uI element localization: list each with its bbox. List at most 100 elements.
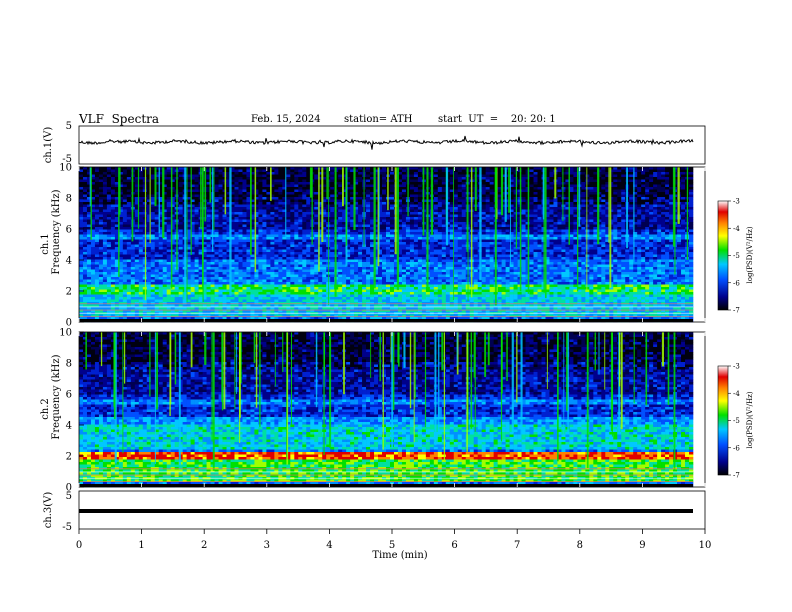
- spectrogram-cell: [489, 204, 494, 208]
- spectrogram-cell: [457, 172, 463, 175]
- spectrogram-cell: [441, 174, 447, 178]
- spectrogram-cell: [290, 192, 295, 195]
- spectrogram-cell: [386, 212, 391, 215]
- spectrogram-cell: [669, 177, 674, 180]
- spectrogram-cell: [677, 244, 682, 248]
- spectrogram-cell: [485, 194, 490, 198]
- spectrogram-cell: [489, 169, 494, 173]
- spectrogram-cell: [489, 214, 494, 218]
- spectrogram-cell: [645, 192, 650, 195]
- spectrogram-cell: [386, 244, 391, 248]
- spectrogram-cell: [306, 237, 311, 240]
- spectrogram-cell: [302, 224, 307, 228]
- spectrogram-cell: [318, 244, 323, 248]
- spectrogram-cell: [114, 217, 120, 220]
- spectrogram-cell: [186, 222, 191, 225]
- spectrogram-cell: [186, 167, 191, 170]
- spectrogram-cell: [633, 197, 638, 200]
- spectrogram-cell: [397, 232, 403, 235]
- spectrogram-cell: [457, 239, 463, 243]
- spectrogram-cell: [378, 167, 383, 170]
- spectrogram-cell: [437, 239, 443, 243]
- spectrogram-cell: [230, 189, 235, 193]
- spectrogram-cell: [262, 209, 267, 213]
- spectrogram-cell: [633, 174, 638, 178]
- spectrogram-cell: [94, 244, 100, 248]
- spectrogram-cell: [350, 232, 355, 235]
- spectrogram-cell: [489, 199, 494, 203]
- spectrogram-cell: [553, 204, 558, 208]
- spectrogram-cell: [350, 187, 355, 190]
- spectrogram-cell: [629, 224, 634, 228]
- spectrogram-cell: [294, 204, 299, 208]
- spectrogram-cell: [98, 232, 104, 235]
- spectrogram-cell: [154, 182, 160, 185]
- spectrogram-cell: [653, 219, 658, 223]
- spectrogram-cell: [94, 217, 100, 220]
- spectrogram-cell: [274, 242, 279, 245]
- spectrogram-cell: [437, 214, 443, 218]
- spectrogram-cell: [302, 232, 307, 235]
- spectrogram-cell: [657, 187, 662, 190]
- spectrogram-cell: [461, 177, 467, 180]
- spectrogram-cell: [481, 234, 486, 238]
- spectrogram-cell: [350, 189, 355, 193]
- spectrogram-cell: [389, 174, 395, 178]
- spectrogram-cell: [126, 212, 132, 215]
- spectrogram-cell: [457, 234, 463, 238]
- spectrogram-cell: [417, 244, 423, 248]
- spectrogram-cell: [409, 237, 415, 240]
- spectrogram-cell: [505, 209, 510, 213]
- spectrogram-cell: [190, 222, 195, 225]
- spectrogram-cell: [509, 229, 514, 233]
- spectrogram-cell: [114, 212, 120, 215]
- spectrogram-cell: [230, 237, 235, 240]
- spectrogram-cell: [413, 172, 419, 175]
- spectrogram-cell: [82, 237, 88, 240]
- spectrogram-cell: [461, 209, 467, 213]
- spectrogram-cell: [409, 204, 415, 208]
- spectrogram-cell: [246, 189, 251, 193]
- spectrogram-cell: [597, 219, 602, 223]
- spectrogram-cell: [370, 239, 375, 243]
- spectrogram-cell: [386, 217, 391, 220]
- spectrogram-cell: [282, 229, 287, 233]
- spectrogram-cell: [158, 209, 164, 213]
- spectrogram-cell: [601, 197, 606, 200]
- spectrogram-cell: [397, 189, 403, 193]
- spectrogram-cell: [282, 174, 287, 178]
- spectrogram-cell: [505, 204, 510, 208]
- spectrogram-cell: [106, 219, 112, 223]
- spectrogram-cell: [258, 172, 263, 175]
- spectrogram-cell: [262, 207, 267, 210]
- spectrogram-cell: [110, 177, 116, 180]
- spectrogram-cell: [79, 222, 84, 225]
- spectrogram-cell: [82, 217, 88, 220]
- spectrogram-cell: [186, 217, 191, 220]
- spectrogram-cell: [689, 237, 694, 240]
- spectrogram-cell: [529, 217, 534, 220]
- spectrogram-cell: [118, 242, 124, 245]
- spectrogram-cell: [150, 177, 156, 180]
- spectrogram-cell: [86, 184, 92, 188]
- spectrogram-cell: [641, 179, 646, 183]
- spectrogram-cell: [653, 237, 658, 240]
- spectrogram-cell: [330, 209, 335, 213]
- spectrogram-cell: [413, 239, 419, 243]
- spectrogram-cell: [665, 169, 670, 173]
- spectrogram-cell: [306, 192, 311, 195]
- spectrogram-cell: [561, 187, 566, 190]
- spectrogram-cell: [485, 242, 490, 245]
- spectrogram-cell: [401, 209, 407, 213]
- spectrogram-cell: [585, 189, 590, 193]
- spectrogram-cell: [525, 229, 530, 233]
- spectrogram-cell: [401, 229, 407, 233]
- spectrogram-cell: [382, 169, 387, 173]
- spectrogram-cell: [677, 224, 682, 228]
- spectrogram-cell: [497, 232, 502, 235]
- spectrogram-cell: [457, 167, 463, 170]
- spectrogram-cell: [306, 214, 311, 218]
- spectrogram-cell: [409, 194, 415, 198]
- spectrogram-cell: [90, 179, 96, 183]
- spectrogram-cell: [82, 194, 88, 198]
